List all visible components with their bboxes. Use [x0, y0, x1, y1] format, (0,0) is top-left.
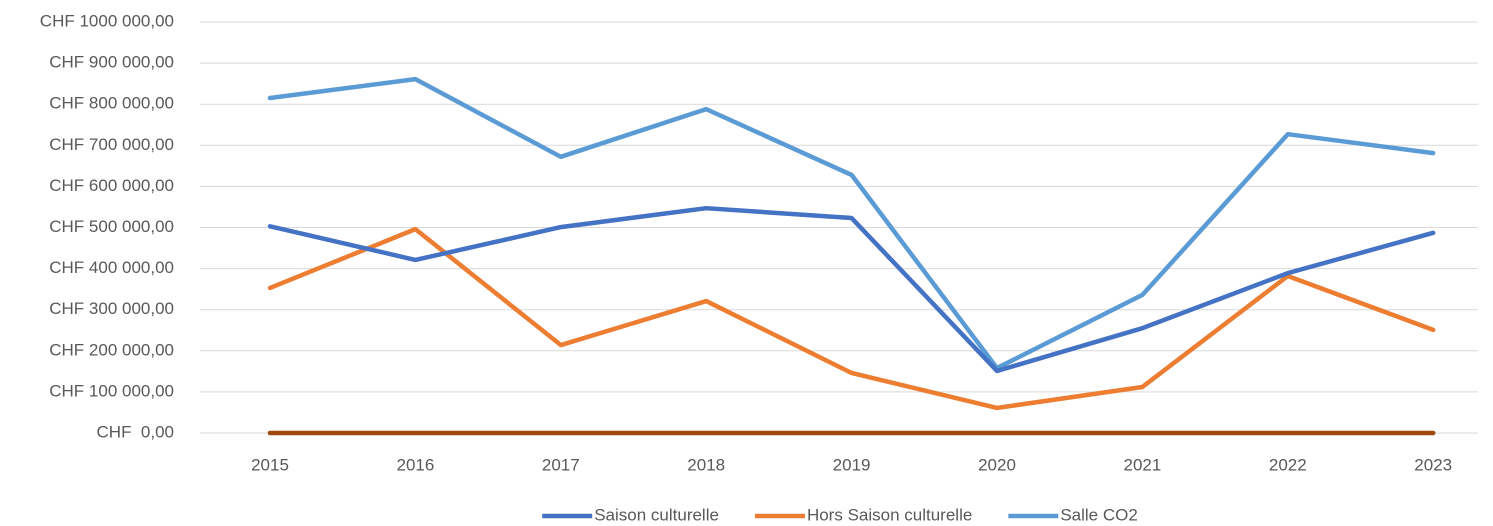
x-tick-label: 2015: [251, 455, 289, 474]
line-series: [267, 76, 1436, 371]
y-tick-label: CHF 300 000,00: [49, 299, 174, 318]
line-series: [267, 205, 1436, 374]
x-tick-label: 2019: [833, 455, 871, 474]
legend-label: Hors Saison culturelle: [807, 505, 972, 524]
y-tick-label: CHF 900 000,00: [49, 53, 174, 72]
y-tick-label: CHF 500 000,00: [49, 217, 174, 236]
x-tick-label: 2021: [1123, 455, 1161, 474]
y-tick-label: CHF 100 000,00: [49, 381, 174, 400]
y-tick-label: CHF 700 000,00: [49, 135, 174, 154]
legend-label: Saison culturelle: [594, 505, 719, 524]
x-tick-label: 2016: [396, 455, 434, 474]
x-tick-label: 2022: [1269, 455, 1307, 474]
y-tick-label: CHF 800 000,00: [49, 94, 174, 113]
y-tick-label: CHF 0,00: [97, 422, 174, 441]
x-tick-label: 2020: [978, 455, 1016, 474]
x-tick-label: 2023: [1414, 455, 1452, 474]
x-tick-label: 2018: [687, 455, 725, 474]
y-tick-label: CHF 600 000,00: [49, 176, 174, 195]
y-tick-label: CHF 1000 000,00: [40, 11, 174, 30]
line-series: [267, 226, 1436, 411]
legend-label: Salle CO2: [1060, 505, 1137, 524]
y-tick-label: CHF 200 000,00: [49, 340, 174, 359]
x-tick-label: 2017: [542, 455, 580, 474]
y-tick-label: CHF 400 000,00: [49, 258, 174, 277]
